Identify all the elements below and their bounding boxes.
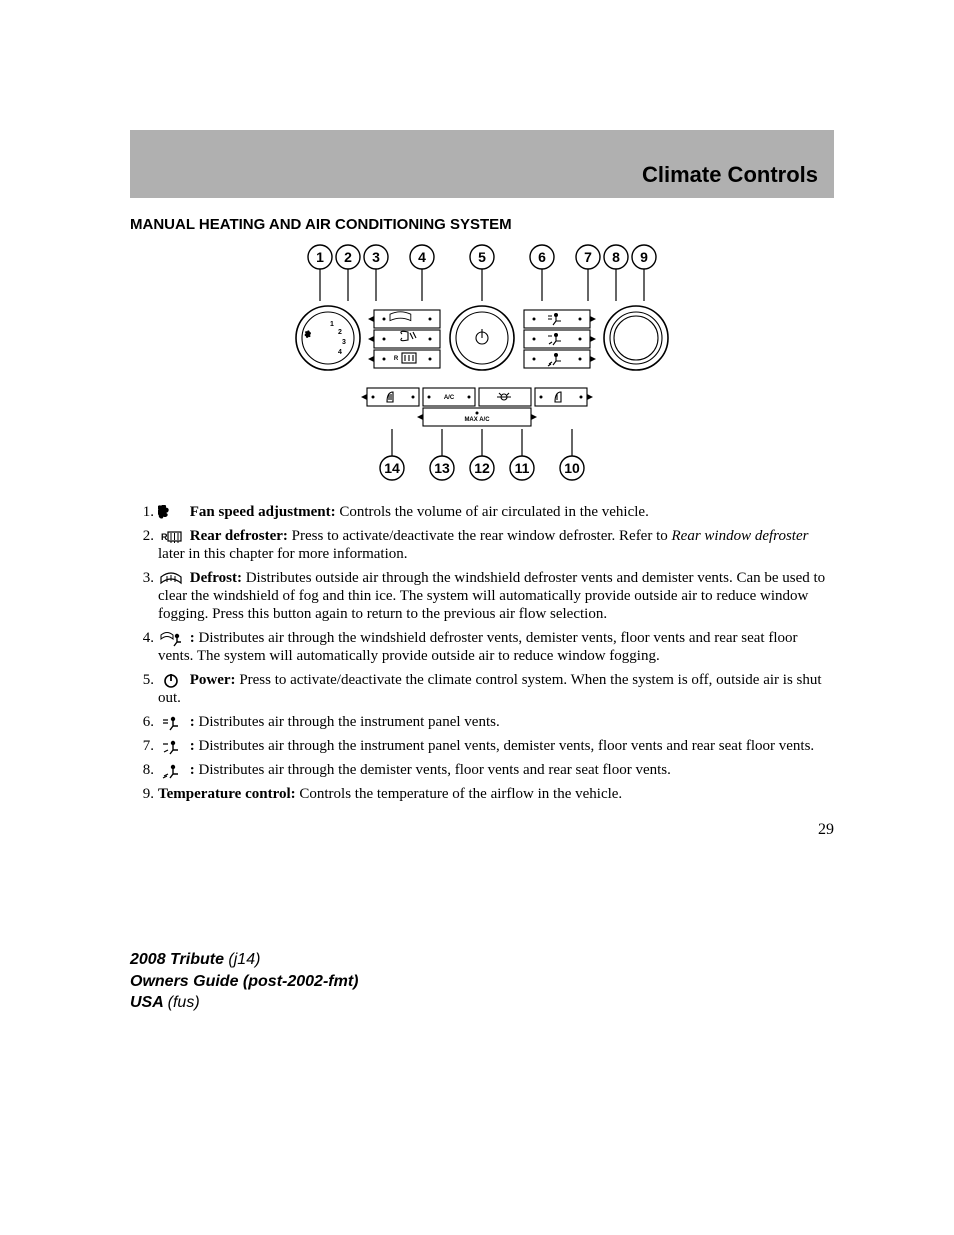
svg-text:4: 4	[418, 249, 426, 265]
item-text: Press to activate/deactivate the rear wi…	[288, 528, 672, 544]
ac-label: A/C	[444, 395, 455, 401]
item-text: Controls the volume of air circulated in…	[336, 504, 649, 520]
defrost-icon	[158, 571, 184, 587]
fan-num-3: 3	[342, 339, 346, 346]
item-label: Power:	[190, 672, 236, 688]
floor-icon	[158, 763, 184, 779]
list-item-7: : Distributes air through the instrument…	[158, 737, 834, 755]
maxac-label: MAX A/C	[464, 417, 490, 423]
item-ital: Rear window defroster	[672, 528, 809, 544]
power-icon	[158, 673, 184, 689]
fan-num-4: 4	[338, 349, 342, 356]
footer-guide: Owners Guide (post-2002-fmt)	[130, 971, 834, 993]
svg-text:R: R	[161, 532, 168, 542]
page-number: 29	[130, 821, 834, 839]
svg-text:14: 14	[384, 460, 400, 476]
panel-floor-icon	[158, 739, 184, 755]
footer-code1: (j14)	[228, 951, 260, 968]
item-text2: later in this chapter for more informati…	[158, 546, 408, 562]
svg-text:2: 2	[344, 249, 352, 265]
item-text: Distributes air through the instrument p…	[195, 714, 500, 730]
svg-text:13: 13	[434, 460, 450, 476]
item-text: Distributes air through the instrument p…	[195, 738, 814, 754]
item-label: Fan speed adjustment:	[190, 504, 336, 520]
svg-text:9: 9	[640, 249, 648, 265]
item-text: Press to activate/deactivate the climate…	[158, 672, 822, 706]
defrost-floor-icon	[158, 631, 184, 647]
svg-text:11: 11	[515, 460, 530, 476]
panel-icon	[158, 715, 184, 731]
rear-defrost-icon: R	[158, 529, 184, 545]
numbered-list: Fan speed adjustment: Controls the volum…	[130, 503, 834, 803]
item-text: Distributes air through the windshield d…	[158, 630, 798, 664]
page: Climate Controls MANUAL HEATING AND AIR …	[0, 0, 954, 1074]
svg-text:6: 6	[538, 249, 546, 265]
fan-num-2: 2	[338, 329, 342, 336]
climate-diagram: 123456789 1413121110 1 2 3 4	[130, 243, 834, 483]
footer-code2: (fus)	[168, 994, 200, 1011]
item-text: Distributes air through the demister ven…	[195, 762, 671, 778]
svg-text:3: 3	[372, 249, 380, 265]
svg-text:12: 12	[474, 460, 490, 476]
list-item-6: : Distributes air through the instrument…	[158, 713, 834, 731]
item-label: Defrost:	[190, 570, 242, 586]
climate-diagram-svg: 123456789 1413121110 1 2 3 4	[282, 243, 682, 483]
list-item-1: Fan speed adjustment: Controls the volum…	[158, 503, 834, 521]
fan-num-1: 1	[330, 321, 334, 328]
item-label: Rear defroster:	[190, 528, 288, 544]
list-item-9: Temperature control: Controls the temper…	[158, 785, 834, 803]
list-item-4: : Distributes air through the windshield…	[158, 629, 834, 665]
list-item-3: Defrost: Distributes outside air through…	[158, 569, 834, 623]
footer: 2008 Tribute (j14) Owners Guide (post-20…	[130, 949, 834, 1014]
svg-text:5: 5	[478, 249, 486, 265]
svg-text:10: 10	[564, 460, 580, 476]
footer-model: 2008 Tribute	[130, 951, 228, 968]
list-item-8: : Distributes air through the demister v…	[158, 761, 834, 779]
section-heading: MANUAL HEATING AND AIR CONDITIONING SYST…	[130, 216, 834, 233]
svg-text:R: R	[394, 356, 399, 362]
svg-text:1: 1	[316, 249, 324, 265]
fan-icon	[158, 505, 184, 521]
svg-text:7: 7	[584, 249, 592, 265]
item-text: Distributes outside air through the wind…	[158, 570, 825, 622]
page-title: Climate Controls	[642, 162, 818, 188]
item-label: Temperature control:	[158, 786, 296, 802]
footer-region: USA	[130, 994, 168, 1011]
item-text: Controls the temperature of the airflow …	[296, 786, 623, 802]
header-bar: Climate Controls	[130, 130, 834, 198]
svg-text:8: 8	[612, 249, 620, 265]
list-item-5: Power: Press to activate/deactivate the …	[158, 671, 834, 707]
list-item-2: R Rear defroster: Press to activate/deac…	[158, 527, 834, 563]
